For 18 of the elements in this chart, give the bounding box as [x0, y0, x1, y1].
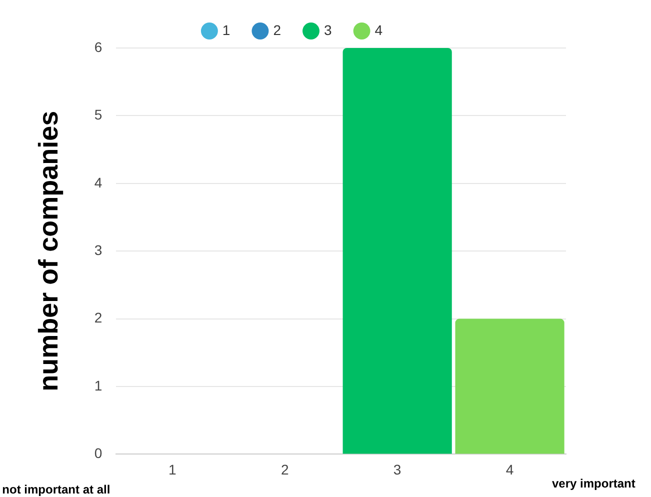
y-axis-title: number of companies — [34, 110, 64, 392]
x-tick-label: 4 — [506, 461, 514, 478]
y-tick-label: 4 — [94, 174, 102, 190]
y-tick-label: 6 — [94, 38, 102, 55]
y-tick-label: 3 — [94, 242, 102, 258]
y-tick-label: 1 — [94, 377, 102, 394]
y-tick-label: 5 — [94, 106, 102, 123]
legend-label: 4 — [374, 22, 383, 38]
legend-label: 1 — [222, 22, 230, 38]
legend-label: 2 — [273, 22, 282, 38]
y-tick-label: 2 — [94, 310, 102, 326]
x-tick-label: 1 — [168, 461, 177, 478]
y-tick-label: 0 — [94, 445, 102, 462]
text: not important at all — [2, 482, 110, 496]
x-tick-label: 2 — [280, 461, 289, 478]
text: very important — [552, 476, 636, 490]
legend-label: 3 — [324, 22, 332, 38]
x-tick-label: 3 — [393, 461, 402, 478]
